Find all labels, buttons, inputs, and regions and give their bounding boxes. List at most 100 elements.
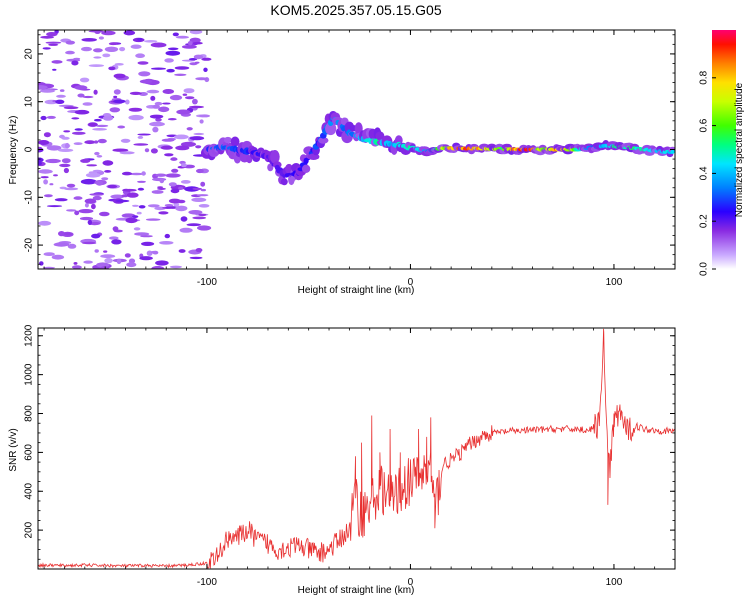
spectrogram-noise-blob bbox=[196, 194, 209, 197]
spectrogram-noise-blob bbox=[63, 167, 69, 174]
spectrogram-noise-blob bbox=[73, 142, 83, 146]
spectrogram-noise-blob bbox=[125, 217, 138, 224]
spectrogram-noise-blob bbox=[57, 148, 74, 152]
spectrogram-noise-blob bbox=[164, 204, 174, 207]
spectrogram-noise-blob bbox=[108, 42, 118, 46]
spectrogram-noise-blob bbox=[102, 160, 114, 166]
spectrogram-noise-blob bbox=[87, 219, 92, 225]
spectrogram-noise-blob bbox=[166, 68, 175, 73]
spectrogram-noise-blob bbox=[65, 40, 76, 45]
spectrogram-noise-blob bbox=[164, 153, 174, 157]
spectrogram-noise-blob bbox=[94, 140, 99, 144]
spectrogram-noise-blob bbox=[158, 106, 170, 113]
spectrogram-noise-blob bbox=[66, 183, 76, 188]
spectrogram-noise-blob bbox=[103, 250, 108, 253]
spectrogram-noise-blob bbox=[174, 73, 187, 77]
snr-y-ticks: 200 400 600 800 1000 1200 bbox=[24, 324, 675, 570]
spectrogram-noise-blob bbox=[152, 104, 160, 109]
spectrogram-noise-blob bbox=[119, 151, 135, 155]
spectrogram-noise-blob bbox=[52, 68, 57, 71]
spectrogram-noise-blob bbox=[133, 143, 149, 146]
spectrogram-ridge-core bbox=[670, 149, 675, 154]
spectrogram-noise-blob bbox=[63, 130, 71, 133]
spectrogram-noise-blob bbox=[155, 173, 167, 177]
spectrogram-noise-blob bbox=[137, 38, 143, 41]
spectrogram-noise-blob bbox=[109, 236, 119, 240]
spectrogram-noise-blob bbox=[45, 158, 61, 164]
spectrogram-y-axis-label: Frequency (Hz) bbox=[8, 116, 19, 185]
spectrogram-noise-blob bbox=[167, 47, 179, 51]
spectrogram-noise-blob bbox=[164, 58, 174, 63]
spectrogram-noise-blob bbox=[53, 174, 58, 177]
spectrogram-noise-blob bbox=[38, 157, 44, 163]
spectrogram-noise-blob bbox=[84, 198, 97, 204]
spectrogram-noise-blob bbox=[132, 204, 139, 207]
spectrogram-noise-blob bbox=[191, 197, 207, 202]
spectrogram-noise-blob bbox=[96, 155, 103, 158]
spectrogram-noise-blob bbox=[165, 173, 181, 178]
spectrogram-noise-blob bbox=[181, 45, 197, 49]
y-tick-label: 600 bbox=[24, 444, 35, 461]
spectrogram-noise-blob bbox=[179, 227, 193, 233]
spectrogram-noise-blob bbox=[51, 60, 63, 64]
spectrogram-noise-blob bbox=[51, 254, 65, 260]
spectrogram-noise-blob bbox=[144, 40, 158, 43]
x-tick-label: 0 bbox=[408, 577, 414, 588]
spectrogram-noise-blob bbox=[159, 178, 165, 184]
spectrogram-noise-blob bbox=[150, 148, 158, 154]
spectrogram-noise-blob bbox=[117, 125, 126, 129]
spectrogram-noise-blob bbox=[188, 210, 203, 215]
spectrogram-noise-blob bbox=[93, 56, 102, 59]
spectrogram-noise-blob bbox=[80, 178, 97, 185]
spectrogram-x-axis-label: Height of straight line (km) bbox=[298, 285, 415, 296]
spectrogram-noise-blob bbox=[168, 182, 177, 187]
spectrogram-noise-blob bbox=[133, 227, 141, 231]
x-tick-label: 0 bbox=[408, 277, 414, 288]
spectrogram-noise-blob bbox=[88, 64, 105, 67]
spectrogram-ridge-halo bbox=[325, 122, 337, 136]
y-tick-label: 1200 bbox=[24, 324, 35, 347]
y-tick-label: 1000 bbox=[24, 363, 35, 386]
spectrogram-noise-blob bbox=[39, 261, 44, 266]
spectrogram-noise-blob bbox=[151, 190, 164, 194]
spectrogram-noise-blob bbox=[110, 194, 125, 199]
spectrogram-noise-blob bbox=[201, 57, 212, 61]
spectrogram-noise-blob bbox=[141, 171, 146, 176]
spectrogram-noise-blob bbox=[74, 210, 80, 216]
spectrogram-noise-blob bbox=[54, 198, 68, 202]
snr-x-axis-label: Height of straight line (km) bbox=[298, 585, 415, 596]
spectrogram-noise-blob bbox=[162, 102, 171, 105]
spectrogram-noise-blob bbox=[38, 85, 48, 90]
spectrogram-noise-blob bbox=[61, 136, 70, 140]
spectrogram-noise-blob bbox=[137, 61, 149, 65]
spectrogram-noise-blob bbox=[186, 223, 202, 227]
spectrogram-noise-blob bbox=[186, 127, 193, 131]
spectrogram-noise-blob bbox=[94, 118, 102, 122]
spectrogram-noise-blob bbox=[82, 95, 94, 99]
spectrogram-noise-blob bbox=[40, 35, 54, 39]
spectrogram-noise-blob bbox=[168, 198, 181, 204]
spectrogram-noise-blob bbox=[128, 258, 136, 264]
spectrogram-noise-blob bbox=[129, 172, 145, 176]
spectrogram-noise-blob bbox=[65, 50, 75, 55]
spectrogram-noise-blob bbox=[195, 145, 202, 149]
spectrogram-noise-blob bbox=[101, 177, 109, 181]
spectrogram-noise-blob bbox=[46, 32, 58, 37]
spectrogram-noise-blob bbox=[149, 121, 165, 127]
spectrogram-ridge-halo bbox=[223, 136, 232, 144]
spectrogram-noise-blob bbox=[44, 194, 53, 198]
spectrogram-noise-blob bbox=[89, 221, 101, 226]
spectrogram-noise-blob bbox=[158, 211, 169, 215]
spectrogram-noise-blob bbox=[48, 43, 59, 46]
spectrogram-noise-blob bbox=[195, 77, 208, 81]
spectrogram-noise-blob bbox=[113, 73, 126, 79]
spectrogram-noise-blob bbox=[40, 115, 47, 121]
snr-frame bbox=[37, 327, 676, 570]
spectrogram-noise-blob bbox=[137, 135, 144, 139]
spectrogram-noise-blob bbox=[137, 187, 145, 191]
spectrogram-noise-blob bbox=[121, 213, 136, 218]
spectrogram-noise-blob bbox=[46, 115, 56, 119]
spectrogram-noise-blob bbox=[115, 199, 130, 203]
